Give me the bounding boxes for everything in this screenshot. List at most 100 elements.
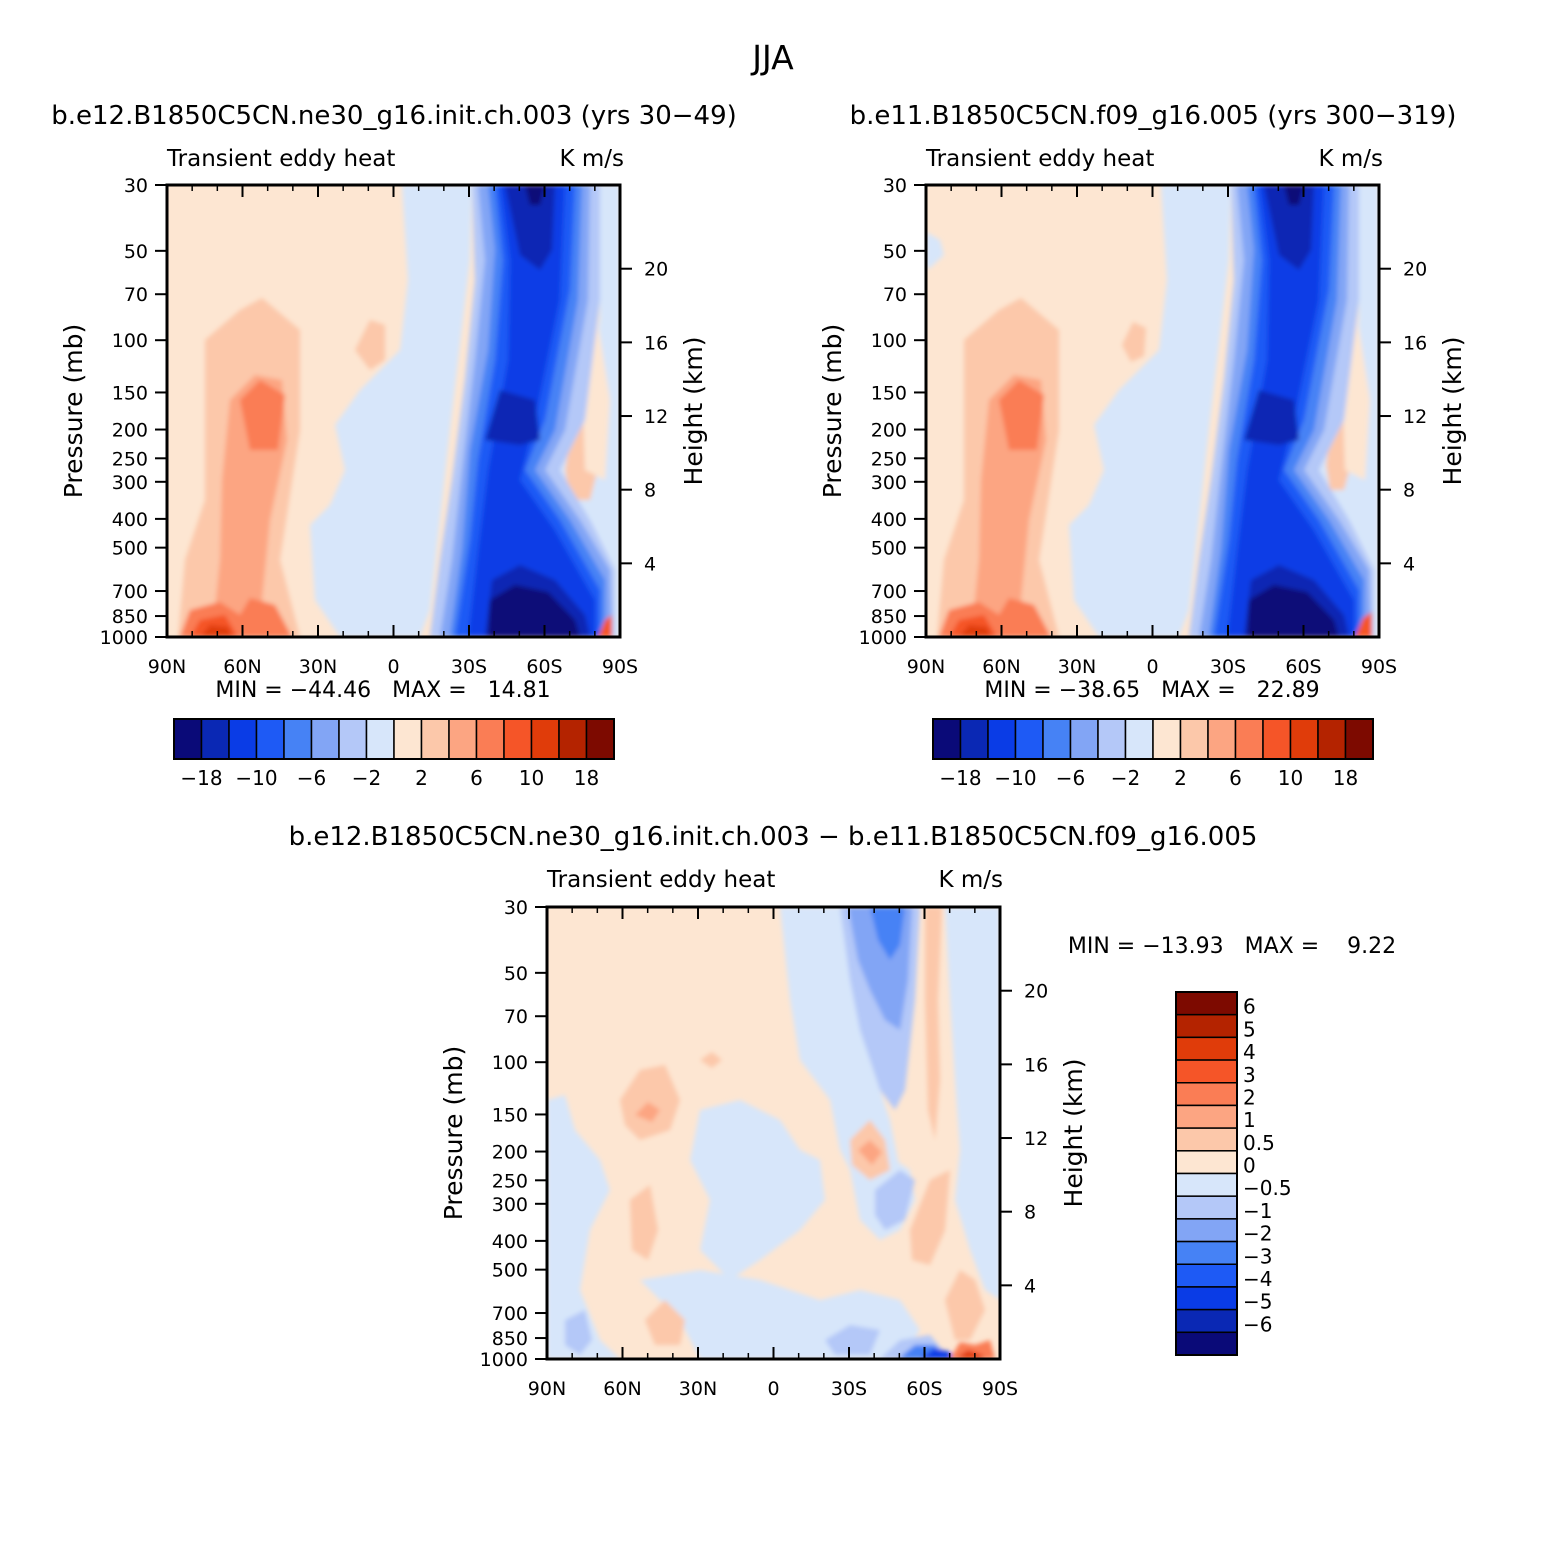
x-tick-label: 90N — [148, 656, 186, 678]
colorbar-swatch — [1175, 1286, 1238, 1311]
y-right-tick-label: 20 — [1024, 981, 1048, 1003]
colorbar-label: 10 — [1278, 766, 1303, 790]
y-tick-label: 70 — [883, 284, 907, 306]
x-tick-label: 30N — [679, 1378, 717, 1400]
x-tick-label: 90N — [907, 656, 945, 678]
stats-text: MIN = −44.46 MAX = 14.81 — [215, 678, 550, 703]
colorbar-swatch — [1207, 718, 1237, 760]
colorbar-swatch — [585, 718, 615, 760]
colorbar-swatch — [530, 718, 560, 760]
y-tick-label: 150 — [112, 382, 148, 404]
colorbar-swatch — [1175, 1263, 1238, 1288]
y-right-tick-label: 4 — [1403, 553, 1415, 575]
x-tick-label: 60S — [1285, 656, 1321, 678]
colorbar-swatch — [1175, 991, 1238, 1016]
x-tick-label: 60S — [906, 1378, 942, 1400]
colorbar-swatch — [338, 718, 368, 760]
y-tick-label: 300 — [871, 472, 907, 494]
y-tick-label: 200 — [112, 420, 148, 442]
colorbar-frame — [1175, 991, 1238, 1356]
y-right-tick-label: 20 — [1403, 259, 1427, 281]
colorbar-swatch — [173, 718, 203, 760]
colorbar-label: −18 — [939, 766, 981, 790]
colorbar-label: 1 — [1243, 1108, 1256, 1132]
colorbar-swatch — [1097, 718, 1127, 760]
colorbar-label: 10 — [519, 766, 544, 790]
colorbar-swatch — [1124, 718, 1154, 760]
y-axis-label-right: Height (km) — [1059, 1059, 1088, 1208]
x-tick-label: 30S — [831, 1378, 867, 1400]
colorbar-swatch — [1289, 718, 1319, 760]
colorbar-label: 6 — [1229, 766, 1242, 790]
y-axis-label: Pressure (mb) — [59, 324, 88, 498]
colorbar-label: 6 — [1243, 995, 1256, 1019]
colorbar-label: −2 — [1111, 766, 1140, 790]
y-tick-label: 30 — [504, 897, 528, 919]
x-tick-label: 60N — [223, 656, 261, 678]
colorbar-label: 2 — [1243, 1085, 1256, 1109]
colorbar-frame — [932, 718, 1374, 760]
colorbar-label: 4 — [1243, 1040, 1256, 1064]
colorbar-label: 6 — [470, 766, 483, 790]
colorbar-label: −2 — [1243, 1222, 1272, 1246]
panel-title: b.e12.B1850C5CN.ne30_g16.init.ch.003 − b… — [289, 822, 1258, 852]
left-string: Transient eddy heat — [925, 146, 1154, 172]
colorbar-swatch — [1175, 1240, 1238, 1265]
y-right-tick-label: 4 — [1024, 1275, 1036, 1297]
colorbar-swatch — [1175, 1013, 1238, 1039]
colorbar-label: −1 — [1243, 1199, 1272, 1223]
x-tick-label: 0 — [1146, 656, 1158, 678]
colorbar-label: 3 — [1243, 1063, 1256, 1087]
colorbar-label: −10 — [994, 766, 1036, 790]
colorbar-label: −2 — [352, 766, 381, 790]
colorbar-swatch — [1042, 718, 1072, 760]
colorbar-label: −5 — [1243, 1290, 1272, 1314]
y-tick-label: 300 — [492, 1194, 528, 1216]
colorbar-swatch — [448, 718, 478, 760]
right-string: K m/s — [1318, 146, 1383, 172]
panel-title: b.e12.B1850C5CN.ne30_g16.init.ch.003 (yr… — [51, 101, 737, 131]
colorbar-swatch — [310, 718, 340, 760]
colorbar-label: −6 — [1243, 1312, 1272, 1336]
colorbar-label: −6 — [297, 766, 326, 790]
colorbar-label: −18 — [180, 766, 222, 790]
x-tick-label: 0 — [767, 1378, 779, 1400]
contour-field — [167, 185, 620, 637]
colorbar-swatch — [1175, 1127, 1238, 1152]
colorbar-swatch — [228, 718, 258, 760]
y-right-tick-label: 4 — [644, 553, 656, 575]
colorbar-label: 0 — [1243, 1154, 1256, 1178]
x-tick-label: 90S — [982, 1378, 1018, 1400]
colorbar-swatch — [558, 718, 588, 760]
colorbar-frame — [173, 718, 615, 760]
right-string: K m/s — [938, 867, 1003, 893]
colorbar-swatch — [1175, 1150, 1238, 1175]
colorbar-swatch — [1175, 1104, 1238, 1129]
y-tick-label: 400 — [871, 509, 907, 531]
y-tick-label: 50 — [124, 241, 148, 263]
colorbar-swatch — [959, 718, 989, 760]
y-axis-label: Pressure (mb) — [818, 324, 847, 498]
y-axis-label-right: Height (km) — [679, 337, 708, 486]
y-tick-label: 500 — [871, 538, 907, 560]
colorbar-label: −3 — [1243, 1244, 1272, 1268]
colorbar-swatch — [1014, 718, 1044, 760]
y-tick-label: 850 — [492, 1328, 528, 1350]
y-tick-label: 70 — [504, 1006, 528, 1028]
y-tick-label: 400 — [112, 509, 148, 531]
left-string: Transient eddy heat — [166, 146, 395, 172]
colorbar-swatch — [1179, 718, 1209, 760]
colorbar-swatch — [1317, 718, 1347, 760]
stats-text: MIN = −38.65 MAX = 22.89 — [984, 678, 1319, 703]
colorbar-swatch — [365, 718, 395, 760]
colorbar-label: −6 — [1056, 766, 1085, 790]
colorbar-swatch — [200, 718, 230, 760]
x-tick-label: 90S — [1361, 656, 1397, 678]
y-tick-label: 150 — [871, 382, 907, 404]
colorbar-swatch — [1175, 1172, 1238, 1197]
y-tick-label: 100 — [112, 330, 148, 352]
y-tick-label: 250 — [492, 1170, 528, 1192]
x-tick-label: 60S — [526, 656, 562, 678]
y-tick-label: 700 — [112, 581, 148, 603]
